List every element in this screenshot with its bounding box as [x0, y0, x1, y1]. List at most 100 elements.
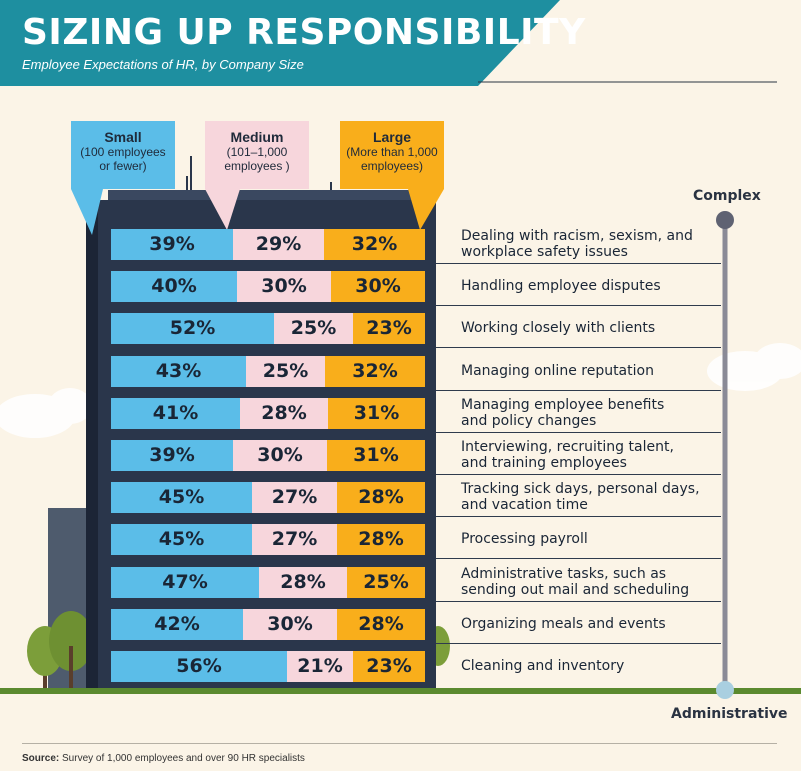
- cloud-left: [0, 388, 92, 438]
- bar-segment-large: 32%: [325, 356, 425, 387]
- category-label: Organizing meals and events: [461, 604, 726, 644]
- category-label-line: Interviewing, recruiting talent,: [461, 439, 674, 455]
- row-separator: [436, 432, 721, 433]
- category-label: Dealing with racism, sexism, and workplac…: [461, 224, 726, 264]
- row-separator: [436, 263, 721, 264]
- category-label-line: and vacation time: [461, 497, 588, 513]
- bar-row: 45% 27% 28%: [111, 524, 425, 555]
- source-label: Source:: [22, 753, 60, 764]
- legend-small: Small (100 employees or fewer): [71, 121, 175, 189]
- category-label: Cleaning and inventory: [461, 646, 726, 686]
- bar-segment-large: 31%: [328, 398, 425, 429]
- bar-segment-medium: 30%: [243, 609, 337, 640]
- bar-segment-large: 23%: [353, 651, 425, 682]
- category-label-line: Organizing meals and events: [461, 616, 666, 632]
- axis-top-dot: [716, 211, 734, 229]
- source-text: Survey of 1,000 employees and over 90 HR…: [59, 753, 305, 764]
- category-label-line: Handling employee disputes: [461, 278, 661, 294]
- category-label-line: Processing payroll: [461, 531, 588, 547]
- row-separator: [436, 643, 721, 644]
- bar-segment-small: 45%: [111, 482, 252, 513]
- legend-large-title: Large: [372, 129, 412, 145]
- bar-segment-small: 45%: [111, 524, 252, 555]
- header-shape: [0, 0, 777, 86]
- bar-row: 39% 30% 31%: [111, 440, 425, 471]
- legend-medium: Medium (101–1,000 employees ): [205, 121, 309, 189]
- category-label: Processing payroll: [461, 519, 726, 559]
- bar-segment-small: 43%: [111, 356, 246, 387]
- page-subtitle: Employee Expectations of HR, by Company …: [22, 57, 304, 72]
- row-separator: [436, 601, 721, 602]
- category-label: Managing employee benefits and policy cha…: [461, 393, 726, 433]
- bar-segment-medium: 30%: [237, 271, 331, 302]
- bar-segment-large: 28%: [337, 609, 425, 640]
- category-label-line: Managing employee benefits: [461, 397, 665, 413]
- bar-segment-medium: 29%: [233, 229, 324, 260]
- ground: [0, 688, 801, 694]
- category-label-line: Working closely with clients: [461, 320, 656, 336]
- legend-medium-title: Medium: [230, 129, 284, 145]
- category-label-line: Cleaning and inventory: [461, 658, 625, 674]
- row-separator: [436, 305, 721, 306]
- category-label-line: Managing online reputation: [461, 363, 654, 379]
- bar-segment-medium: 30%: [233, 440, 327, 471]
- bar-segment-small: 39%: [111, 229, 233, 260]
- bar-row: 42% 30% 28%: [111, 609, 425, 640]
- bar-segment-large: 30%: [331, 271, 425, 302]
- legend-medium-sub2: employees ): [224, 159, 290, 173]
- legend-small-sub2: or fewer): [99, 159, 147, 173]
- bar-segment-medium: 25%: [246, 356, 325, 387]
- bar-row: 39% 29% 32%: [111, 229, 425, 260]
- bar-segment-small: 39%: [111, 440, 233, 471]
- category-label-line: and policy changes: [461, 413, 597, 429]
- bar-segment-large: 32%: [324, 229, 425, 260]
- row-separator: [436, 390, 721, 391]
- category-label-line: sending out mail and scheduling: [461, 582, 690, 598]
- page-title: SIZING UP RESPONSIBILITY: [22, 12, 586, 53]
- category-label-line: Dealing with racism, sexism, and: [461, 228, 693, 244]
- bar-row: 47% 28% 25%: [111, 567, 425, 598]
- bar-segment-medium: 27%: [252, 482, 337, 513]
- source-note: Source: Survey of 1,000 employees and ov…: [22, 753, 305, 764]
- bar-segment-large: 28%: [337, 524, 425, 555]
- tree-left: [27, 611, 93, 692]
- axis-bottom-dot: [716, 681, 734, 699]
- bar-row: 41% 28% 31%: [111, 398, 425, 429]
- bar-row: 56% 21% 23%: [111, 651, 425, 682]
- legend-large-sub2: employees): [360, 159, 424, 173]
- bar-segment-small: 47%: [111, 567, 259, 598]
- bar-segment-large: 25%: [347, 567, 425, 598]
- legend-medium-sub1: (101–1,000: [226, 145, 288, 159]
- category-label-line: Administrative tasks, such as: [461, 566, 667, 582]
- bar-segment-small: 56%: [111, 651, 287, 682]
- category-label: Interviewing, recruiting talent, and trai…: [461, 435, 726, 475]
- category-label: Handling employee disputes: [461, 266, 726, 306]
- axis-label-administrative: Administrative: [671, 706, 788, 722]
- bar-row: 40% 30% 30%: [111, 271, 425, 302]
- bar-segment-medium: 28%: [240, 398, 328, 429]
- bar-segment-large: 23%: [353, 313, 425, 344]
- bar-segment-small: 42%: [111, 609, 243, 640]
- category-label: Managing online reputation: [461, 351, 726, 391]
- header-banner: SIZING UP RESPONSIBILITY Employee Expect…: [0, 0, 801, 86]
- bar-row: 45% 27% 28%: [111, 482, 425, 513]
- row-separator: [436, 474, 721, 475]
- row-separator: [436, 516, 721, 517]
- legend-small-sub1: (100 employees: [80, 145, 166, 159]
- bar-segment-large: 31%: [327, 440, 425, 471]
- category-label: Working closely with clients: [461, 308, 726, 348]
- bar-segment-medium: 28%: [259, 567, 347, 598]
- category-label-line: Tracking sick days, personal days,: [461, 481, 700, 497]
- bar-segment-small: 52%: [111, 313, 274, 344]
- bar-segment-small: 40%: [111, 271, 237, 302]
- row-separator: [436, 347, 721, 348]
- bar-segment-medium: 25%: [274, 313, 353, 344]
- bar-segment-medium: 21%: [287, 651, 353, 682]
- footer-divider: [22, 743, 777, 744]
- bar-segment-medium: 27%: [252, 524, 337, 555]
- row-separator: [436, 558, 721, 559]
- legend-small-title: Small: [104, 129, 142, 145]
- legend-large-sub1: (More than 1,000: [346, 145, 438, 159]
- bar-segment-large: 28%: [337, 482, 425, 513]
- category-label-line: workplace safety issues: [461, 244, 628, 260]
